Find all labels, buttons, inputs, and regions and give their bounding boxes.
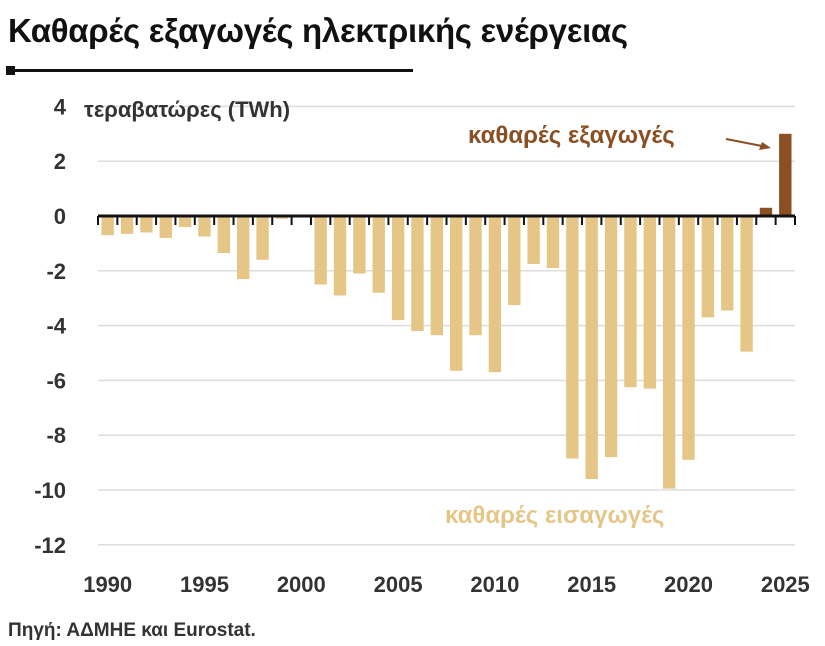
bar-1996 bbox=[217, 216, 231, 253]
x-tick-label: 2000 bbox=[277, 572, 326, 597]
bar-2008 bbox=[449, 216, 463, 371]
bar-2024 bbox=[759, 207, 773, 216]
title-rule bbox=[8, 69, 413, 72]
bar-2022 bbox=[721, 216, 734, 311]
bar-2016 bbox=[604, 216, 618, 458]
bar-2003 bbox=[353, 216, 366, 274]
x-tick-label: 2005 bbox=[374, 572, 423, 597]
y-tick-label: -2 bbox=[46, 259, 66, 284]
x-tick-label: 2020 bbox=[664, 572, 713, 597]
bar-2007 bbox=[430, 216, 444, 336]
x-tick-label: 2015 bbox=[567, 572, 616, 597]
bars bbox=[101, 133, 792, 489]
bar-2012 bbox=[527, 216, 540, 264]
y-tick-label: -4 bbox=[46, 314, 66, 339]
y-tick-label: -8 bbox=[46, 423, 66, 448]
bar-2009 bbox=[469, 216, 482, 336]
y-axis-unit-label: τεραβατώρες (TWh) bbox=[84, 97, 290, 122]
bar-1992 bbox=[140, 216, 153, 233]
bar-2011 bbox=[508, 216, 521, 306]
bar-2025 bbox=[779, 133, 792, 216]
source-note: Πηγή: ΑΔΜΗΕ και Eurostat. bbox=[8, 620, 256, 641]
y-axis-tick-labels: 4 2 0 -2 -4 -6 -8 -10 -12 bbox=[34, 94, 67, 557]
bar-2005 bbox=[391, 216, 405, 321]
exports-arrow bbox=[725, 138, 771, 150]
x-tick-label: 2025 bbox=[761, 572, 810, 597]
bar-2021 bbox=[701, 216, 715, 318]
bar-1997 bbox=[237, 216, 250, 280]
imports-annotation: καθαρές εισαγωγές bbox=[445, 502, 664, 529]
bar-2013 bbox=[546, 216, 560, 269]
bar-1993 bbox=[159, 216, 172, 238]
y-tick-label: 4 bbox=[54, 94, 67, 119]
bar-1995 bbox=[198, 216, 211, 237]
bar-2001 bbox=[314, 216, 327, 285]
x-axis-tick-labels: 1990 1995 2000 2005 2010 2015 2020 2025 bbox=[83, 572, 810, 597]
bar-2010 bbox=[488, 216, 502, 373]
bar-2015 bbox=[585, 216, 598, 480]
x-tick-label: 1990 bbox=[83, 572, 132, 597]
y-tick-label: 0 bbox=[54, 204, 66, 229]
bar-1991 bbox=[120, 216, 134, 234]
bar-1998 bbox=[256, 216, 269, 260]
bar-2002 bbox=[333, 216, 347, 296]
chart-title: Καθαρές εξαγωγές ηλεκτρικής ενέργειας bbox=[8, 12, 628, 49]
bar-2019 bbox=[662, 216, 676, 489]
x-tick-label: 1995 bbox=[180, 572, 229, 597]
zero-axis bbox=[97, 214, 796, 225]
y-tick-label: -6 bbox=[46, 368, 66, 393]
y-tick-label: -10 bbox=[34, 478, 66, 503]
bar-2014 bbox=[566, 216, 579, 459]
bar-2004 bbox=[372, 216, 385, 293]
bar-2018 bbox=[643, 216, 656, 389]
bar-1994 bbox=[178, 216, 192, 227]
x-tick-label: 2010 bbox=[470, 572, 519, 597]
y-tick-label: -12 bbox=[34, 533, 66, 558]
grid-lines bbox=[98, 105, 795, 546]
bar-2023 bbox=[740, 216, 753, 352]
bar-2020 bbox=[682, 216, 695, 460]
bar-2017 bbox=[624, 216, 637, 388]
bar-1990 bbox=[101, 216, 114, 236]
exports-annotation: καθαρές εξαγωγές bbox=[468, 122, 675, 149]
bar-2006 bbox=[411, 216, 424, 332]
y-tick-label: 2 bbox=[54, 149, 66, 174]
